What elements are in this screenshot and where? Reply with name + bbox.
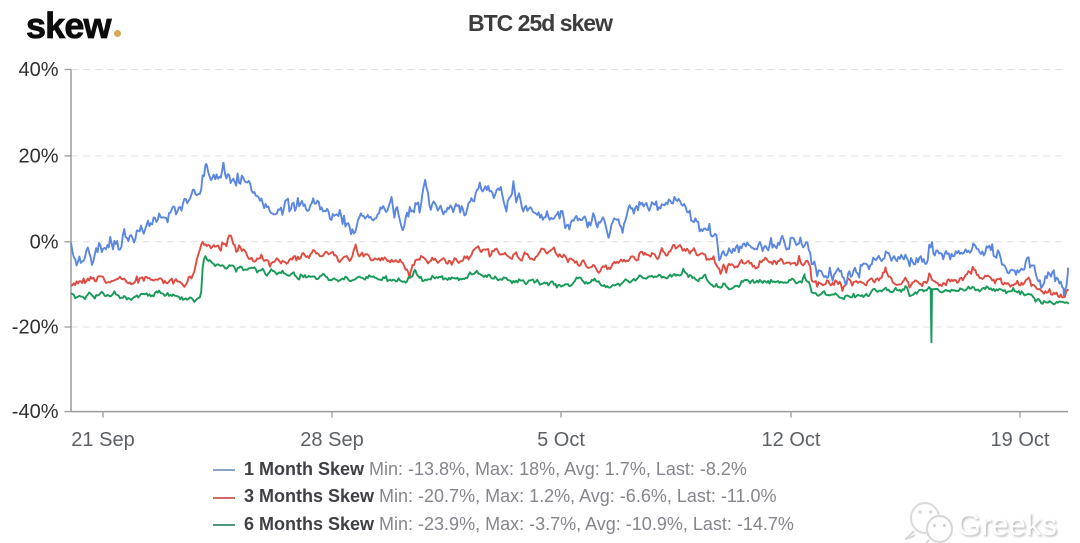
svg-text:-40%: -40% bbox=[12, 401, 59, 423]
svg-text:19 Oct: 19 Oct bbox=[991, 429, 1050, 451]
svg-text:40%: 40% bbox=[18, 59, 58, 81]
svg-text:28 Sep: 28 Sep bbox=[300, 429, 363, 451]
svg-text:5 Oct: 5 Oct bbox=[537, 429, 585, 451]
svg-text:0%: 0% bbox=[30, 231, 59, 253]
svg-text:-20%: -20% bbox=[12, 317, 59, 339]
svg-text:20%: 20% bbox=[18, 145, 58, 167]
svg-text:21 Sep: 21 Sep bbox=[71, 429, 134, 451]
svg-text:12 Oct: 12 Oct bbox=[762, 429, 821, 451]
